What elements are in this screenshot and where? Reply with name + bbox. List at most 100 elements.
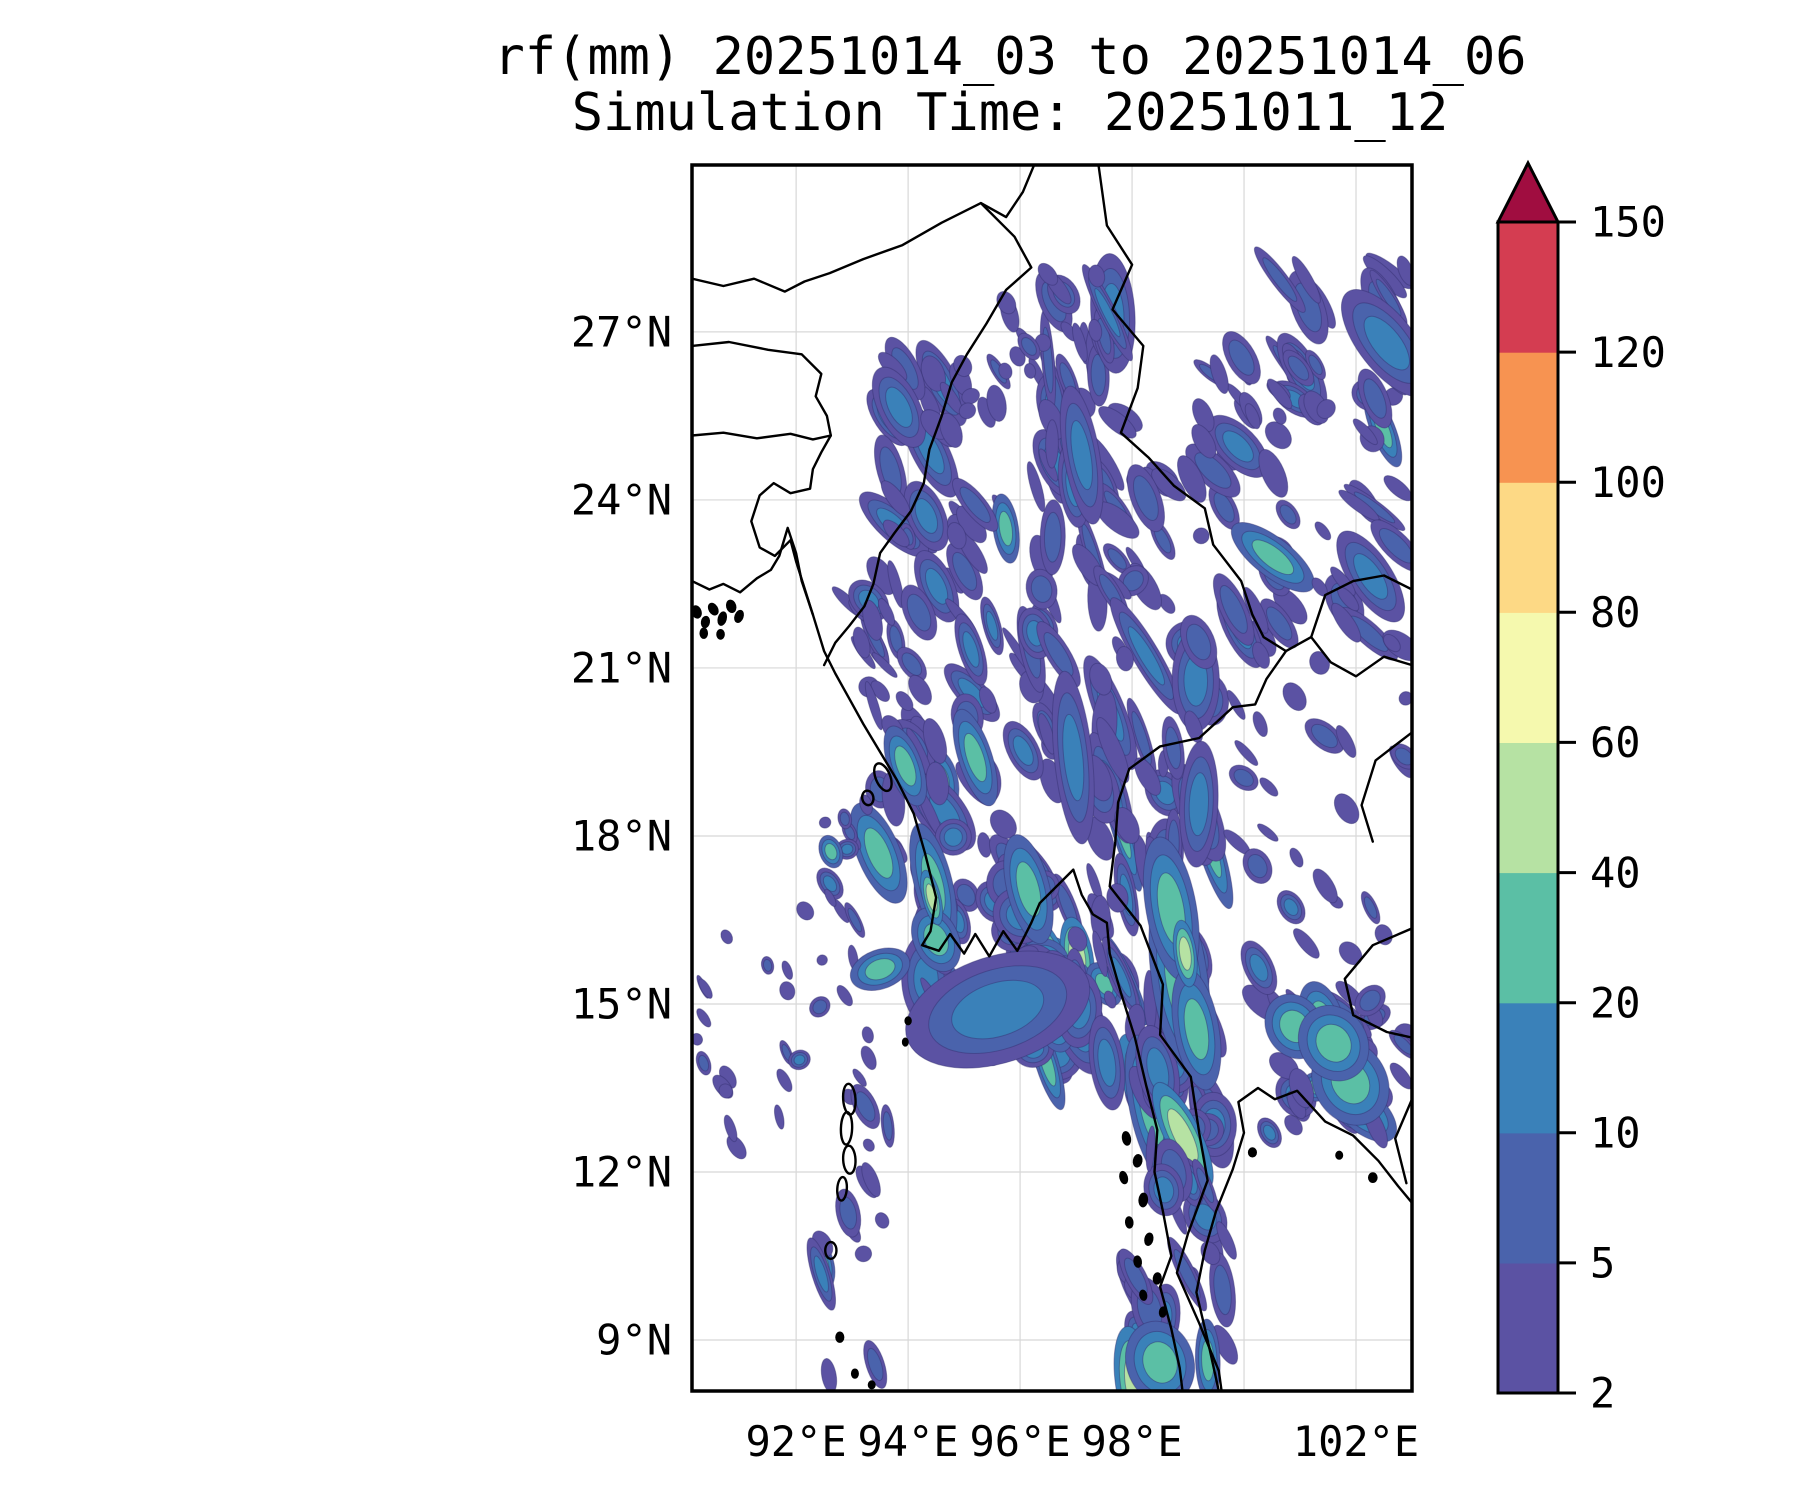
rain-cell-level-1 — [1186, 623, 1212, 661]
colorbar-segment — [1498, 612, 1558, 743]
rain-cell-level-0 — [877, 598, 896, 626]
rain-cell-level-0 — [880, 480, 911, 518]
rain-cell-level-3 — [863, 827, 894, 879]
island-myeik-archipelago — [1132, 1154, 1143, 1168]
rain-cell-level-1 — [1294, 282, 1322, 333]
rain-cell-level-2 — [943, 827, 963, 847]
rain-cell-level-1 — [1287, 355, 1310, 381]
colorbar-tick-label: 40 — [1590, 848, 1641, 897]
rain-cell-level-2 — [1262, 1124, 1276, 1141]
rain-cell-level-0 — [1258, 449, 1289, 498]
rain-cell-level-1 — [1213, 1264, 1232, 1316]
colorbar-segment — [1498, 1002, 1558, 1134]
rain-cell-level-0 — [1282, 682, 1307, 712]
rain-cell-level-1 — [906, 593, 932, 632]
rain-cell-level-0 — [1038, 713, 1056, 755]
y-tick-label: 15°N — [571, 980, 672, 1029]
myanmar-thailand-border — [1108, 649, 1288, 1391]
island-myeik-archipelago — [1158, 1306, 1167, 1318]
island-preparis — [904, 1016, 912, 1026]
rain-cell-level-1 — [1363, 896, 1378, 919]
rain-cell-level-2 — [1363, 315, 1410, 371]
island-myeik-archipelago — [1144, 1232, 1154, 1246]
y-tick-label: 21°N — [571, 644, 672, 693]
bengal-arakan-delta-tenasserim-coast — [692, 526, 1184, 1391]
rain-cell-level-2 — [914, 498, 939, 534]
rain-cell-level-1 — [901, 652, 923, 676]
rain-cell-level-0 — [1288, 1068, 1315, 1109]
rain-cell-level-0 — [698, 978, 713, 999]
rain-cell-level-0 — [887, 560, 905, 609]
rain-cell-level-1 — [1308, 354, 1323, 376]
rain-cell-level-0 — [1264, 421, 1292, 450]
rain-cell-level-0 — [1098, 406, 1137, 439]
rain-cell-level-0 — [720, 929, 734, 945]
rain-cell-level-3 — [998, 510, 1013, 547]
assam-valley-border — [692, 340, 832, 437]
rain-cell-level-0 — [1151, 468, 1187, 502]
island-ramree-island — [873, 762, 893, 793]
colorbar-segment — [1498, 872, 1558, 1004]
rain-cell-level-0 — [874, 1212, 890, 1229]
island-car-nicobar — [835, 1331, 845, 1343]
rain-cell-level-2 — [1062, 713, 1085, 802]
rain-cell-level-1 — [839, 811, 850, 826]
island-myeik-archipelago — [1139, 1289, 1148, 1301]
rain-cell-level-0 — [1088, 318, 1103, 342]
bangladesh-east-border — [750, 434, 832, 616]
colorbar-segment — [1498, 352, 1558, 483]
rain-cell-level-0 — [723, 1114, 738, 1143]
colorbar-segment — [1498, 482, 1558, 613]
rain-cell-level-0 — [1259, 777, 1279, 797]
rain-cell-level-0 — [922, 718, 948, 764]
rain-cell-level-1 — [1194, 452, 1232, 489]
y-tick-label: 24°N — [571, 476, 672, 525]
rain-cell-level-0 — [871, 652, 898, 678]
island-south-andaman — [841, 1144, 857, 1175]
colorbar-segment — [1498, 742, 1558, 874]
island-sundarbans — [707, 602, 719, 616]
rain-cell-level-2 — [924, 567, 949, 605]
rain-cell-level-0 — [986, 384, 1007, 422]
rain-cell-level-0 — [1352, 418, 1378, 446]
rain-cell-level-1 — [1021, 337, 1037, 356]
rain-cell-level-2 — [822, 875, 838, 893]
cambodia-border — [1394, 1098, 1412, 1185]
island-myeik-archipelago — [1124, 1216, 1134, 1229]
rainfall-contours — [692, 246, 1412, 1391]
rain-band-upper-sagaing — [949, 353, 1047, 428]
colorbar-segment — [1498, 222, 1558, 353]
rain-cell-level-0 — [1289, 847, 1304, 868]
y-tick-label: 9°N — [596, 1316, 672, 1365]
rain-cell-level-2 — [1249, 953, 1269, 982]
thai-lao-mekong-border — [1343, 927, 1412, 1039]
island-gulf-island — [1247, 1147, 1257, 1158]
rain-cell-level-0 — [1026, 461, 1046, 513]
gulf-of-thailand-coast — [1195, 1086, 1412, 1391]
rain-cell-level-0 — [1072, 322, 1088, 363]
island-myeik-archipelago — [1138, 1192, 1149, 1208]
rain-cell-level-0 — [1134, 757, 1162, 796]
map-frame — [690, 163, 1414, 1393]
rain-cell-level-0 — [1023, 363, 1037, 379]
island-gulf-island — [1335, 1150, 1344, 1160]
laos-northeast-border — [1360, 731, 1412, 843]
island-sundarbans — [717, 611, 728, 626]
colorbar-tick-label: 20 — [1590, 978, 1641, 1027]
rain-cell-level-3 — [963, 732, 987, 783]
x-tick-label: 92°E — [746, 1417, 847, 1466]
x-tick-label: 94°E — [858, 1417, 959, 1466]
rain-cell-level-0 — [779, 981, 796, 1001]
rain-cell-level-0 — [1330, 566, 1356, 596]
rain-cell-level-3 — [1183, 998, 1210, 1061]
rain-cell-level-0 — [1192, 527, 1210, 545]
rain-cell-level-0 — [1191, 398, 1215, 433]
rain-cell-level-0 — [852, 1068, 867, 1087]
rain-cell-level-1 — [855, 1091, 876, 1122]
colorbar-segment — [1498, 1132, 1558, 1264]
rain-cell-level-1 — [762, 958, 773, 972]
rain-cell-level-0 — [958, 402, 977, 420]
meghalaya-south-border — [692, 431, 832, 441]
